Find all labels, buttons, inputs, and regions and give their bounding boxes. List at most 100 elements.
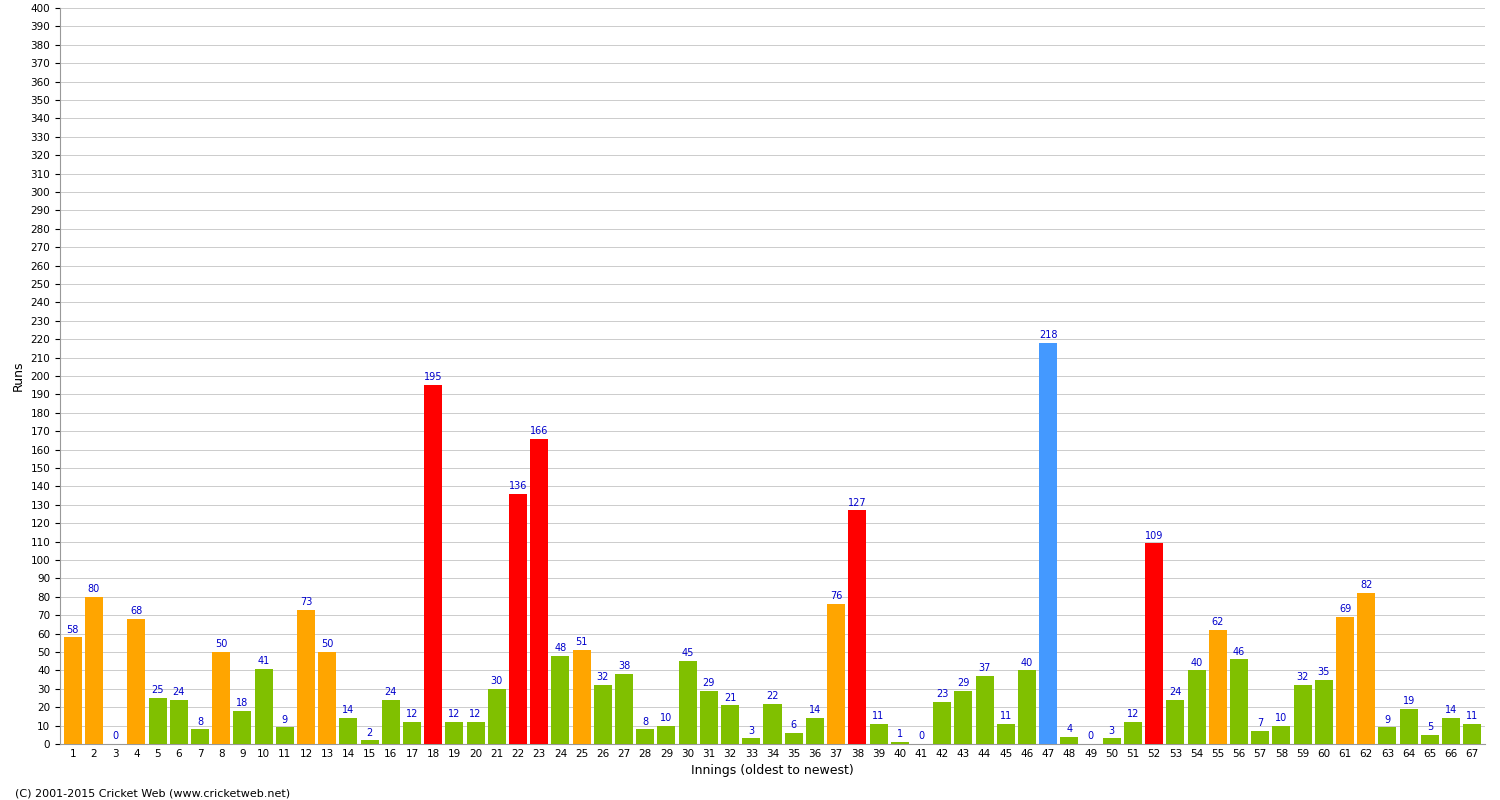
Text: 30: 30: [490, 676, 502, 686]
Text: 9: 9: [1384, 714, 1390, 725]
Bar: [339, 718, 357, 744]
Bar: [211, 652, 230, 744]
Bar: [1209, 630, 1227, 744]
Text: 76: 76: [830, 591, 843, 602]
Text: 12: 12: [448, 709, 460, 719]
Text: 24: 24: [1168, 687, 1182, 697]
Text: 166: 166: [530, 426, 549, 436]
Bar: [404, 722, 422, 744]
Text: 69: 69: [1340, 604, 1352, 614]
Bar: [870, 724, 888, 744]
Bar: [148, 698, 166, 744]
Text: 8: 8: [196, 717, 202, 726]
Text: 0: 0: [918, 731, 924, 742]
Text: 35: 35: [1317, 667, 1330, 677]
Text: 3: 3: [748, 726, 754, 736]
Text: 195: 195: [424, 373, 442, 382]
Bar: [827, 604, 844, 744]
Bar: [297, 610, 315, 744]
Text: 7: 7: [1257, 718, 1263, 728]
Text: 6: 6: [790, 720, 796, 730]
Text: 37: 37: [978, 663, 990, 673]
Bar: [1040, 343, 1058, 744]
Text: 32: 32: [597, 672, 609, 682]
Text: 12: 12: [470, 709, 482, 719]
Text: 22: 22: [766, 690, 778, 701]
Bar: [234, 711, 252, 744]
Text: 11: 11: [999, 711, 1012, 721]
Text: 48: 48: [555, 643, 567, 653]
Text: 24: 24: [384, 687, 398, 697]
Bar: [742, 738, 760, 744]
Bar: [1230, 659, 1248, 744]
Text: 50: 50: [321, 639, 333, 650]
Text: 41: 41: [258, 656, 270, 666]
Bar: [891, 742, 909, 744]
Bar: [1167, 700, 1185, 744]
Bar: [700, 690, 718, 744]
Bar: [1293, 685, 1311, 744]
Bar: [488, 689, 506, 744]
Bar: [128, 619, 146, 744]
Text: 4: 4: [1066, 724, 1072, 734]
Text: 14: 14: [342, 706, 354, 715]
Text: 40: 40: [1191, 658, 1203, 668]
Bar: [1442, 718, 1460, 744]
Text: 11: 11: [873, 711, 885, 721]
Text: 10: 10: [1275, 713, 1287, 723]
Bar: [1251, 731, 1269, 744]
Bar: [1272, 726, 1290, 744]
Text: 24: 24: [172, 687, 184, 697]
Bar: [1316, 679, 1334, 744]
Text: 18: 18: [236, 698, 249, 708]
Text: 0: 0: [112, 731, 118, 742]
Text: 0: 0: [1088, 731, 1094, 742]
Bar: [509, 494, 526, 744]
Text: 29: 29: [702, 678, 715, 688]
Text: 51: 51: [576, 638, 588, 647]
Bar: [63, 638, 81, 744]
Bar: [530, 438, 549, 744]
Text: 14: 14: [1444, 706, 1456, 715]
Text: 40: 40: [1022, 658, 1034, 668]
Text: 14: 14: [808, 706, 820, 715]
Bar: [636, 730, 654, 744]
Bar: [170, 700, 188, 744]
Text: 1: 1: [897, 730, 903, 739]
Text: 58: 58: [66, 625, 80, 634]
Text: 5: 5: [1426, 722, 1432, 732]
Bar: [849, 510, 867, 744]
Bar: [594, 685, 612, 744]
Text: 45: 45: [681, 649, 694, 658]
Bar: [615, 674, 633, 744]
Text: 23: 23: [936, 689, 948, 699]
Text: 218: 218: [1040, 330, 1058, 340]
Bar: [446, 722, 464, 744]
Bar: [722, 706, 740, 744]
Bar: [573, 650, 591, 744]
Bar: [86, 597, 104, 744]
Text: 136: 136: [509, 481, 526, 491]
Text: 38: 38: [618, 662, 630, 671]
Bar: [424, 385, 442, 744]
Bar: [678, 661, 696, 744]
Text: 12: 12: [406, 709, 418, 719]
Bar: [1144, 543, 1162, 744]
Bar: [1336, 617, 1354, 744]
Bar: [933, 702, 951, 744]
Bar: [360, 740, 378, 744]
Bar: [806, 718, 824, 744]
Bar: [318, 652, 336, 744]
Text: 8: 8: [642, 717, 648, 726]
Bar: [552, 656, 570, 744]
Y-axis label: Runs: Runs: [12, 361, 26, 391]
Bar: [784, 733, 802, 744]
Bar: [190, 730, 208, 744]
Text: 80: 80: [88, 584, 101, 594]
Text: (C) 2001-2015 Cricket Web (www.cricketweb.net): (C) 2001-2015 Cricket Web (www.cricketwe…: [15, 788, 290, 798]
Bar: [255, 669, 273, 744]
Text: 19: 19: [1402, 696, 1414, 706]
Text: 11: 11: [1466, 711, 1479, 721]
Text: 3: 3: [1108, 726, 1114, 736]
Bar: [1060, 737, 1078, 744]
